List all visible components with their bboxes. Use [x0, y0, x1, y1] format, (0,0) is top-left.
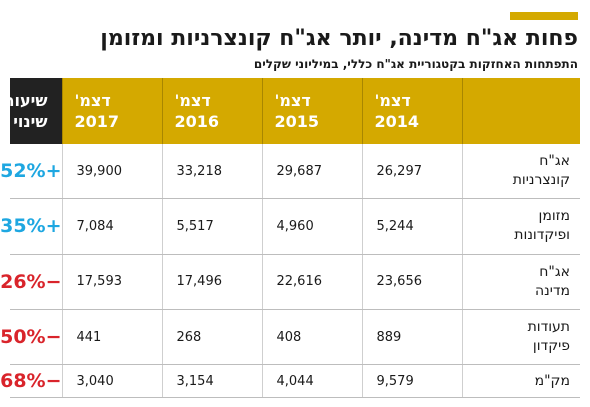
change-cell: +52% [0, 144, 62, 200]
table-row: תעודות פיקדון 889 408 268 441 −50% [0, 309, 580, 366]
value-cell-2016: 33,218 [161, 144, 262, 200]
column-header-2017: דצמ' 2017 [61, 78, 162, 144]
value-cell-2016: 268 [161, 309, 262, 366]
value-cell-2015: 4,960 [261, 198, 362, 255]
value-cell-2015: 29,687 [261, 144, 362, 200]
value-cell-2014: 5,244 [361, 198, 462, 255]
change-cell: −68% [0, 364, 62, 398]
value-cell-2017: 17,593 [61, 254, 162, 310]
column-header-2015: דצמ' 2015 [261, 78, 362, 144]
value-cell-2016: 5,517 [161, 198, 262, 255]
value-cell-2015: 4,044 [261, 364, 362, 398]
row-label-line: מדינה [534, 282, 570, 299]
column-header-year: 2016 [174, 112, 220, 131]
data-table: דצמ' 2014 דצמ' 2015 דצמ' 2016 דצמ' 2017 … [0, 78, 580, 398]
value-cell-2017: 7,084 [61, 198, 162, 255]
row-label-line: תעודות [527, 319, 570, 336]
row-label-line: קונצרניות [512, 172, 570, 189]
change-cell: −50% [0, 309, 62, 366]
change-cell: −26% [0, 254, 62, 310]
value-cell-2015: 408 [261, 309, 362, 366]
chart-subtitle: התפתחות האחזקות בקטגוריית אג"ח כללי, במי… [253, 57, 578, 71]
row-label: אג"ח קונצרניות [461, 144, 580, 200]
row-label-line: פיקדון [532, 338, 570, 355]
value-cell-2017: 39,900 [61, 144, 162, 200]
column-header-year: 2014 [374, 112, 420, 131]
column-header-month: דצמ' [174, 91, 211, 110]
column-header-month: דצמ' [74, 91, 111, 110]
value-cell-2017: 3,040 [61, 364, 162, 398]
column-header-2014: דצמ' 2014 [361, 78, 462, 144]
value-cell-2014: 889 [361, 309, 462, 366]
column-header-year: 2015 [274, 112, 320, 131]
category-header [461, 78, 580, 144]
row-label: אג"ח מדינה [461, 254, 580, 310]
value-cell-2016: 3,154 [161, 364, 262, 398]
column-header-year: 2017 [74, 112, 120, 131]
table-row: אג"ח מדינה 23,656 22,616 17,496 17,593 −… [0, 254, 580, 310]
header-row: דצמ' 2014 דצמ' 2015 דצמ' 2016 דצמ' 2017 … [4, 78, 580, 144]
value-cell-2015: 22,616 [261, 254, 362, 310]
accent-bar [510, 12, 578, 20]
column-header-2016: דצמ' 2016 [161, 78, 262, 144]
value-cell-2016: 17,496 [161, 254, 262, 310]
chart-title: פחות אג"ח מדינה, יותר אג"ח קונצרניות ומז… [100, 26, 578, 51]
value-cell-2014: 26,297 [361, 144, 462, 200]
table-row: מזומן ופיקדונות 5,244 4,960 5,517 7,084 … [0, 198, 580, 255]
value-cell-2014: 9,579 [361, 364, 462, 398]
change-cell: +35% [0, 198, 62, 255]
row-label-line: אג"ח [539, 153, 570, 170]
table-row: מק"מ 9,579 4,044 3,154 3,040 −68% [0, 364, 580, 398]
column-header-month: דצמ' [374, 91, 411, 110]
value-cell-2014: 23,656 [361, 254, 462, 310]
row-label-line: ופיקדונות [514, 227, 570, 244]
table-row: אג"ח קונצרניות 26,297 29,687 33,218 39,9… [0, 144, 580, 200]
row-label-line: מק"מ [534, 372, 570, 389]
row-label: תעודות פיקדון [461, 309, 580, 366]
column-header-month: דצמ' [274, 91, 311, 110]
column-header-change-line2: שינוי [13, 112, 48, 131]
column-header-change-line1: שיעור [4, 91, 48, 110]
row-label: מזומן ופיקדונות [461, 198, 580, 255]
row-label-line: אג"ח [539, 263, 570, 280]
row-label-line: מזומן [538, 208, 571, 225]
column-header-change: שיעור שינוי [4, 78, 62, 144]
value-cell-2017: 441 [61, 309, 162, 366]
row-label: מק"מ [461, 364, 580, 398]
